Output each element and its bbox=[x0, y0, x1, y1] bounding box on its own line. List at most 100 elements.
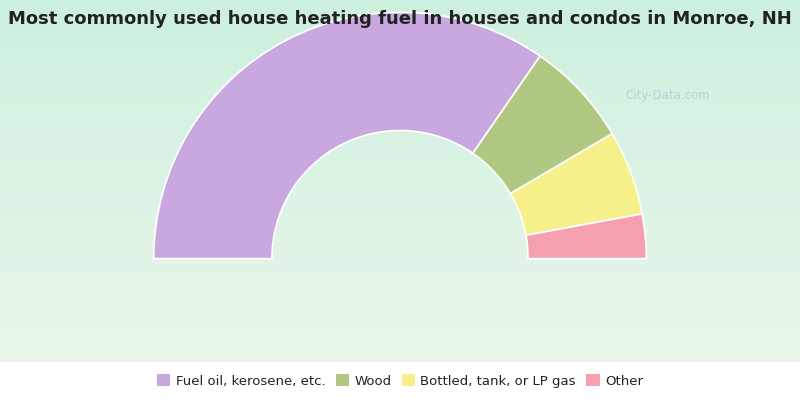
Bar bbox=[0, 340, 800, 342]
Text: City-Data.com: City-Data.com bbox=[626, 90, 710, 102]
Bar bbox=[0, 176, 800, 177]
Bar bbox=[0, 158, 800, 159]
Bar bbox=[0, 34, 800, 36]
Bar bbox=[0, 217, 800, 219]
Bar bbox=[0, 152, 800, 154]
Bar bbox=[0, 270, 800, 272]
Bar bbox=[0, 223, 800, 224]
Bar bbox=[0, 80, 800, 82]
Bar bbox=[0, 237, 800, 239]
Bar bbox=[0, 228, 800, 230]
Bar bbox=[0, 318, 800, 320]
Bar bbox=[0, 320, 800, 322]
Bar bbox=[0, 70, 800, 72]
Bar bbox=[0, 136, 800, 138]
Bar bbox=[0, 288, 800, 290]
Bar bbox=[0, 123, 800, 125]
Bar bbox=[0, 120, 800, 121]
Bar bbox=[0, 16, 800, 18]
Bar bbox=[0, 204, 800, 206]
Bar bbox=[0, 114, 800, 116]
Bar bbox=[0, 92, 800, 94]
Bar bbox=[0, 172, 800, 174]
Bar bbox=[0, 29, 800, 31]
Bar bbox=[0, 185, 800, 186]
Bar bbox=[0, 65, 800, 67]
Bar bbox=[0, 166, 800, 168]
Bar bbox=[0, 163, 800, 165]
Bar bbox=[0, 72, 800, 74]
Bar bbox=[0, 348, 800, 349]
Bar bbox=[0, 292, 800, 293]
Bar bbox=[0, 25, 800, 27]
Bar bbox=[0, 273, 800, 275]
Bar bbox=[0, 82, 800, 83]
Bar bbox=[0, 62, 800, 63]
Bar bbox=[0, 248, 800, 250]
Bar bbox=[0, 100, 800, 101]
Bar bbox=[0, 4, 800, 6]
Bar bbox=[0, 174, 800, 176]
Bar bbox=[0, 284, 800, 286]
Bar bbox=[0, 116, 800, 118]
Bar bbox=[0, 45, 800, 47]
Bar bbox=[0, 250, 800, 252]
Bar bbox=[0, 112, 800, 114]
Bar bbox=[0, 32, 800, 34]
Bar bbox=[0, 356, 800, 358]
Bar bbox=[0, 148, 800, 150]
Bar bbox=[0, 96, 800, 98]
Bar bbox=[0, 78, 800, 80]
Bar bbox=[0, 300, 800, 302]
Bar bbox=[0, 170, 800, 172]
Bar bbox=[0, 317, 800, 318]
Bar bbox=[0, 266, 800, 268]
Bar bbox=[0, 246, 800, 248]
Bar bbox=[0, 215, 800, 217]
Bar bbox=[0, 324, 800, 326]
Bar bbox=[0, 358, 800, 360]
Bar bbox=[0, 224, 800, 226]
Bar bbox=[0, 201, 800, 203]
Bar bbox=[0, 13, 800, 14]
Bar bbox=[0, 239, 800, 241]
Bar bbox=[0, 208, 800, 210]
Bar bbox=[0, 353, 800, 355]
Bar bbox=[0, 315, 800, 317]
Bar bbox=[0, 36, 800, 38]
Bar bbox=[0, 156, 800, 158]
Bar bbox=[0, 58, 800, 60]
Legend: Fuel oil, kerosene, etc., Wood, Bottled, tank, or LP gas, Other: Fuel oil, kerosene, etc., Wood, Bottled,… bbox=[152, 369, 648, 393]
Bar bbox=[0, 87, 800, 89]
Bar bbox=[0, 98, 800, 100]
Bar bbox=[0, 295, 800, 297]
Bar bbox=[0, 2, 800, 4]
Bar bbox=[0, 331, 800, 333]
Bar bbox=[0, 20, 800, 22]
Bar bbox=[0, 85, 800, 87]
Bar bbox=[0, 47, 800, 49]
Bar bbox=[0, 101, 800, 103]
Bar bbox=[0, 257, 800, 259]
Bar bbox=[0, 161, 800, 163]
Bar bbox=[0, 219, 800, 221]
Bar bbox=[0, 254, 800, 255]
Bar bbox=[0, 268, 800, 270]
Bar bbox=[0, 199, 800, 201]
Bar bbox=[0, 333, 800, 335]
Bar bbox=[0, 311, 800, 313]
Bar bbox=[0, 154, 800, 156]
Bar bbox=[0, 306, 800, 308]
Bar bbox=[0, 304, 800, 306]
Bar bbox=[0, 244, 800, 246]
Bar bbox=[0, 261, 800, 262]
Bar bbox=[0, 40, 800, 42]
Bar bbox=[0, 107, 800, 109]
Bar bbox=[0, 22, 800, 24]
Bar bbox=[0, 130, 800, 132]
Bar bbox=[0, 349, 800, 351]
Bar bbox=[0, 342, 800, 344]
Bar bbox=[0, 308, 800, 310]
Bar bbox=[0, 67, 800, 69]
Wedge shape bbox=[473, 56, 612, 194]
